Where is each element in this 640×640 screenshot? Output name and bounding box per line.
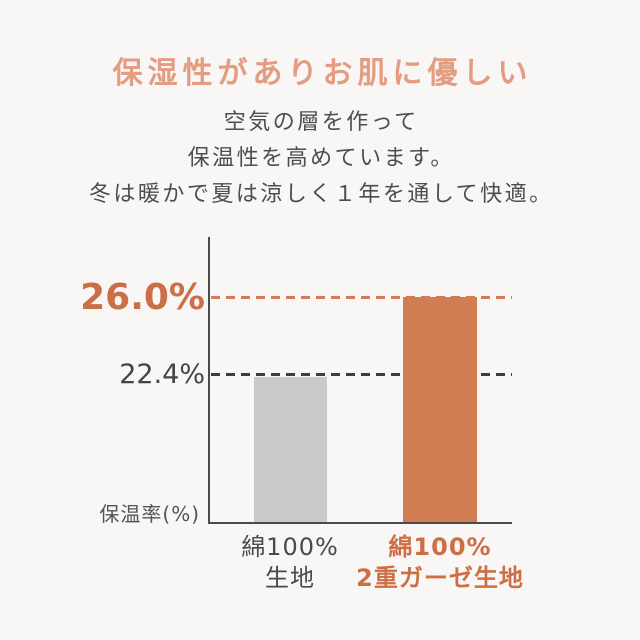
page-title: 保湿性がありお肌に優しい — [112, 56, 533, 91]
y-axis-label: 保温率(%) — [99, 502, 200, 526]
bar-cotton-100 — [254, 377, 327, 522]
value-label-cotton: 22.4% — [119, 359, 205, 390]
category-label-cotton-line1: 綿100% — [241, 533, 339, 561]
reference-line-22 — [211, 373, 512, 376]
reference-line-26 — [211, 296, 512, 299]
subtitle-block: 空気の層を作って 保温性を高めています。 冬は暖かで夏は涼しく１年を通して快適。 — [0, 105, 640, 213]
category-label-gauze-line1: 綿100% — [388, 533, 492, 561]
subtitle-line-1: 空気の層を作って — [223, 110, 419, 135]
bar-cotton-double-gauze — [403, 297, 477, 522]
subtitle-line-3: 冬は暖かで夏は涼しく１年を通して快適。 — [88, 182, 554, 207]
x-axis-line — [208, 522, 512, 524]
category-label-gauze: 綿100% 2重ガーゼ生地 — [335, 532, 545, 594]
y-axis-line — [208, 237, 210, 524]
category-label-cotton-line2: 生地 — [265, 564, 315, 592]
category-label-gauze-line2: 2重ガーゼ生地 — [356, 564, 524, 592]
category-label-cotton: 綿100% 生地 — [205, 532, 375, 594]
subtitle-line-2: 保温性を高めています。 — [187, 146, 455, 171]
value-label-gauze: 26.0% — [80, 277, 205, 318]
